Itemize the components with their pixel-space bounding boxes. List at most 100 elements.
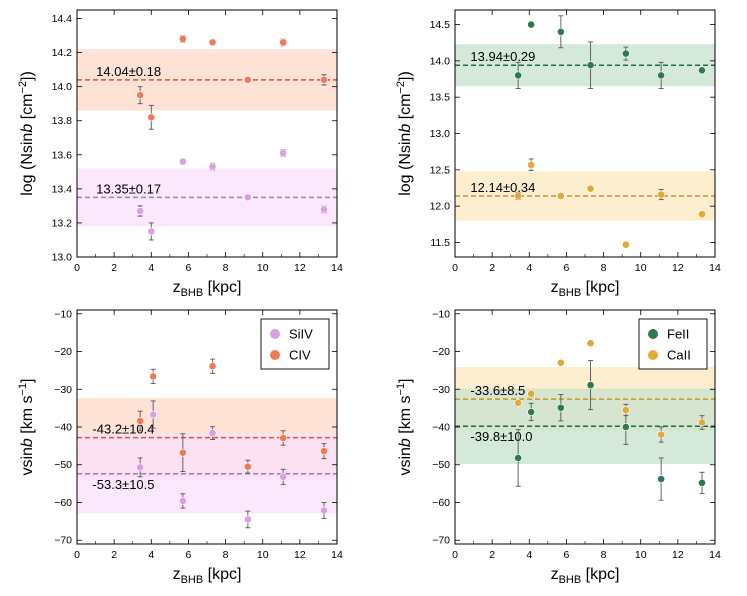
- band-label-feii: -39.8±10.0: [470, 429, 532, 444]
- x-tick-label: 8: [223, 549, 229, 561]
- y-tick-label: −70: [432, 535, 450, 547]
- y-tick-label: 13.0: [430, 128, 451, 140]
- y-tick-label: −30: [54, 384, 72, 396]
- y-tick-label: 14.0: [52, 81, 73, 93]
- legend-box: [260, 318, 330, 370]
- legend-label-siiv: SiIV: [289, 327, 313, 342]
- x-tick-label: 8: [601, 549, 607, 561]
- data-point: [208, 38, 217, 47]
- data-point: [657, 430, 666, 439]
- y-tick-label: 13.6: [52, 149, 73, 161]
- data-point: [698, 210, 706, 219]
- data-point: [621, 406, 630, 414]
- x-tick-label: 14: [331, 549, 343, 561]
- legend: SiIV CIV: [260, 318, 330, 370]
- x-tick-label: 10: [635, 262, 647, 274]
- data-point: [149, 410, 158, 419]
- series-civ: [136, 358, 328, 474]
- x-tick-label: 6: [186, 262, 192, 274]
- x-tick-label: 10: [257, 549, 269, 561]
- data-point: [621, 240, 630, 249]
- data-point: [243, 462, 252, 471]
- x-axis: 0 2 4 6 8 10 12 14: [74, 310, 343, 561]
- legend-label-civ: CIV: [289, 348, 311, 363]
- x-tick-label: 10: [257, 262, 269, 274]
- y-tick-label: −60: [54, 497, 72, 509]
- data-point: [136, 463, 145, 472]
- data-point: [556, 27, 565, 36]
- bands: [455, 44, 715, 221]
- data-point: [208, 162, 217, 171]
- series-siiv: [136, 149, 328, 241]
- x-tick-label: 14: [709, 549, 721, 561]
- x-tick-label: 0: [74, 549, 80, 561]
- data-point: [586, 61, 595, 70]
- x-axis-label: zBHB [kpc]: [551, 566, 620, 586]
- data-point: [208, 429, 217, 437]
- data-point: [514, 71, 523, 80]
- data-point: [586, 184, 595, 193]
- data-point: [527, 160, 536, 169]
- data-point: [514, 192, 523, 200]
- panel-p4: -33.6±8.5-39.8±10.00 2 4 6 8 10 12 14−70−60−50−…: [395, 308, 721, 586]
- data-point: [320, 447, 328, 456]
- y-tick-label: 11.5: [430, 237, 450, 249]
- band-label-siiv: -53.3±10.5: [92, 477, 154, 492]
- x-tick-label: 0: [74, 262, 80, 274]
- data-point: [698, 418, 706, 427]
- legend-box: [638, 318, 708, 370]
- x-tick-label: 2: [489, 262, 495, 274]
- x-tick-label: 4: [526, 262, 532, 274]
- x-tick-label: 6: [186, 549, 192, 561]
- data-point: [320, 75, 328, 84]
- y-axis: 11.5 12.0 12.5 13.0 13.5 14.0 14.5: [430, 19, 715, 249]
- series-siiv: [136, 400, 328, 529]
- y-axis: −70 −60 −50 −40 −30 −20 −10: [54, 308, 337, 547]
- data-point: [243, 515, 252, 524]
- x-axis: 0 2 4 6 8 10 12 14: [452, 310, 721, 561]
- y-tick-label: 14.0: [430, 55, 451, 67]
- series-civ: [136, 35, 328, 130]
- y-tick-label: 13.8: [52, 115, 73, 127]
- data-point: [527, 408, 536, 416]
- data-point: [514, 398, 523, 407]
- x-tick-label: 2: [111, 262, 117, 274]
- y-tick-label: −10: [432, 308, 450, 320]
- x-axis-label: zBHB [kpc]: [551, 279, 620, 299]
- data-point: [514, 454, 523, 462]
- data-point: [556, 403, 565, 412]
- data-point: [621, 49, 630, 58]
- x-tick-label: 14: [709, 262, 721, 274]
- legend-label-feii: FeII: [667, 327, 689, 342]
- y-axis-label: vsinb [km s−1]: [17, 378, 36, 475]
- data-point: [136, 91, 145, 100]
- data-point: [320, 205, 328, 214]
- y-tick-label: −50: [432, 459, 450, 471]
- band-label-civ: 14.04±0.18: [96, 64, 161, 79]
- series-caii: [514, 158, 706, 249]
- data-point: [527, 389, 536, 398]
- data-point: [279, 472, 288, 481]
- x-tick-label: 6: [564, 549, 570, 561]
- x-tick-label: 4: [148, 549, 154, 561]
- y-tick-label: 14.2: [52, 47, 73, 59]
- y-tick-label: −40: [432, 422, 450, 434]
- y-axis-label: log (Nsinb [cm−2]): [395, 71, 414, 196]
- data-point: [698, 66, 706, 75]
- legend: FeII CaII: [638, 318, 708, 370]
- series-caii: [514, 339, 706, 443]
- data-point: [698, 478, 706, 487]
- data-point: [586, 381, 595, 390]
- x-tick-label: 8: [601, 262, 607, 274]
- data-point: [556, 358, 565, 367]
- y-tick-label: −70: [54, 535, 72, 547]
- y-tick-label: −40: [54, 422, 72, 434]
- y-tick-label: 13.0: [52, 252, 73, 264]
- data-point: [279, 434, 288, 442]
- panel-p3: -43.2±10.4 -53.3±10.5 0 2 4 6 8 10 12 14 −70 −60 −50…: [17, 308, 343, 586]
- y-tick-label: 14.4: [52, 13, 73, 25]
- x-tick-label: 8: [223, 262, 229, 274]
- series-feii: [514, 15, 706, 89]
- data-point: [279, 38, 288, 47]
